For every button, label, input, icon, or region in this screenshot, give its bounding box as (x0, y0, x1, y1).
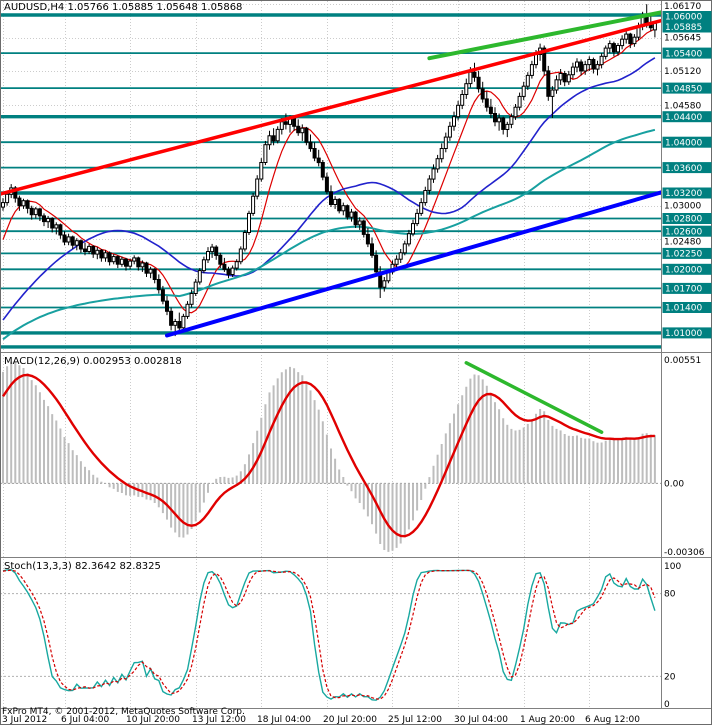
red-ascending-trendline[interactable] (0, 18, 663, 196)
time-axis-label: 10 Jul 20:00 (126, 715, 180, 725)
time-axis-label: 13 Jul 12:00 (192, 715, 246, 725)
stoch-axis: 100 80 20 0 (664, 562, 681, 710)
price-level-badge (662, 213, 712, 224)
price-level-badge (662, 247, 712, 259)
macd-axis: 0.00551 0.00 -0.00306 (664, 356, 705, 558)
time-axis-label: 25 Jul 12:00 (388, 715, 442, 725)
time-axis: 3 Jul 2012 6 Jul 04:00 10 Jul 20:00 13 Jul … (2, 715, 640, 725)
price-level-badge (662, 225, 712, 237)
price-axis-label: 1.05645 (664, 34, 701, 44)
price-axis-label: 1.06170 (664, 2, 701, 12)
ma-89-line (2, 128, 656, 341)
price-level-badge-label: 1.03200 (665, 189, 702, 199)
macd-signal-line (2, 373, 655, 538)
price-level-badge-label: 1.04850 (665, 84, 702, 94)
price-level-badge (662, 282, 712, 294)
price-level-badge-label: 1.05400 (665, 49, 702, 59)
macd-divergence-trendline[interactable] (464, 361, 604, 434)
macd-axis-label: -0.00306 (664, 548, 705, 558)
time-axis-label: 6 Aug 12:00 (585, 715, 640, 725)
stoch-axis-label: 100 (664, 562, 681, 572)
price-level-badge-label: 1.01700 (665, 285, 702, 295)
copyright-text: FxPro MT4, © 2001-2012, MetaQuotes Softw… (2, 707, 245, 717)
time-axis-label: 18 Jul 04:00 (257, 715, 311, 725)
stoch-axis-label: 0 (664, 700, 670, 710)
stoch-axis-label: 20 (664, 672, 676, 682)
blue-ascending-trendline[interactable] (165, 190, 663, 338)
price-level-badge-label: 1.02250 (665, 250, 702, 260)
macd-axis-label: 0.00 (664, 479, 684, 489)
price-level-badge-label: 1.02800 (665, 215, 702, 225)
price-level-badge (662, 263, 712, 275)
stoch-signal-line (2, 569, 656, 700)
price-level-badge-label: 1.02000 (665, 266, 702, 276)
price-level-badge (662, 111, 712, 123)
macd-indicator-header: MACD(12,26,9) 0.002953 0.002818 (4, 356, 182, 367)
price-level-badge (662, 327, 712, 339)
time-axis-label: 3 Jul 2012 (2, 715, 47, 725)
price-level-badge-label: 1.05885 (665, 23, 702, 33)
ma-34-line (2, 57, 656, 321)
stoch-indicator-header: Stoch(13,3,3) 82.3642 82.8325 (4, 561, 161, 572)
price-level-badge (662, 187, 712, 199)
price-level-badge-label: 1.03600 (665, 164, 702, 174)
time-axis-label: 20 Jul 20:00 (323, 715, 377, 725)
price-level-badge-label: 1.01000 (665, 329, 702, 339)
stoch-main-line (2, 568, 656, 701)
time-axis-label: 30 Jul 04:00 (454, 715, 508, 725)
price-level-badge (662, 21, 712, 33)
price-axis-label: 1.03000 (664, 202, 701, 212)
price-level-badge (662, 302, 712, 313)
price-axis-label: 1.05120 (664, 67, 701, 77)
price-axis-label: 1.02480 (664, 238, 701, 248)
ma-8-line (2, 28, 656, 314)
price-level-badge (662, 82, 712, 94)
chart-symbol-header: AUDUSD,H4 1.05766 1.05885 1.05648 1.0586… (4, 2, 243, 13)
price-level-badge-label: 1.04000 (665, 138, 702, 148)
green-breakout-trendline[interactable] (427, 10, 667, 61)
panel-separators[interactable] (0, 0, 712, 709)
price-level-badge (662, 47, 712, 59)
price-level-badge (662, 162, 712, 174)
price-axis-label: 1.04580 (664, 101, 701, 111)
stoch-axis-label: 80 (664, 590, 676, 600)
price-level-badge-label: 1.04400 (665, 113, 702, 123)
price-level-badge (662, 11, 712, 22)
price-level-badge-label: 1.02600 (665, 227, 702, 237)
macd-histogram (2, 361, 656, 552)
price-level-badge-label: 1.01400 (665, 304, 702, 314)
time-axis-label: 1 Aug 20:00 (520, 715, 575, 725)
time-axis-label: 6 Jul 04:00 (61, 715, 110, 725)
price-level-badge-label: 1.06000 (665, 13, 702, 23)
price-level-badge (662, 136, 712, 148)
macd-axis-label: 0.00551 (664, 356, 701, 366)
